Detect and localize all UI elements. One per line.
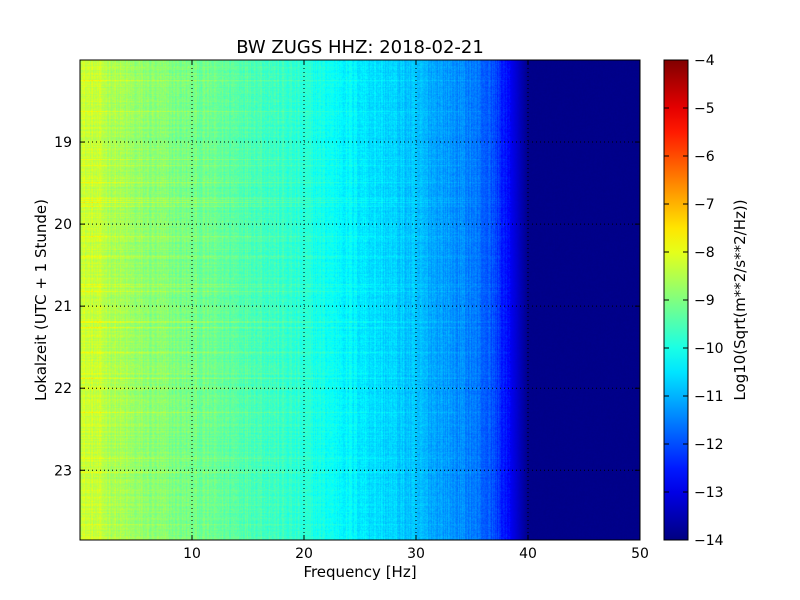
x-tick-label: 50 [631,546,649,562]
x-tick-label: 30 [407,546,425,562]
x-tick-label: 40 [519,546,537,562]
colorbar-tick-label: −11 [694,389,724,405]
colorbar-tick-label: −12 [694,437,724,453]
colorbar-tick-label: −7 [694,197,715,213]
colorbar-tick-label: −5 [694,101,715,117]
y-tick-label: 23 [54,463,72,479]
y-tick-label: 20 [54,217,72,233]
x-tick-label: 20 [295,546,313,562]
x-tick-label: 10 [183,546,201,562]
colorbar: −4 −5 −6 −7 −8 −9 −10 −11 −12 −13 −14 Log10(Sqrt(m… [663,53,749,549]
colorbar-tick-label: −9 [694,293,715,309]
colorbar-tick-label: −6 [694,149,715,165]
y-tick-label: 22 [54,381,72,397]
y-tick-label: 19 [54,135,72,151]
spectrogram-image [80,60,640,540]
plot-area: 10 20 30 40 50 19 20 21 22 23 [54,59,649,562]
plot-frame [79,59,641,541]
colorbar-tick-label: −8 [694,245,715,261]
y-tick-label: 21 [54,299,72,315]
y-axis-ticks: 19 20 21 22 23 [54,135,640,479]
colorbar-tick-label: −10 [694,341,724,357]
grid-lines [80,60,640,540]
chart-title: BW ZUGS HHZ: 2018-02-21 [236,37,484,58]
x-axis-ticks: 10 20 30 40 50 [183,60,649,562]
colorbar-tick-label: −4 [694,53,715,69]
y-axis-label: Lokalzeit (UTC + 1 Stunde) [32,199,50,401]
colorbar-ticks: −4 −5 −6 −7 −8 −9 −10 −11 −12 −13 −14 [664,53,724,549]
colorbar-tick-label: −13 [694,485,724,501]
x-axis-label: Frequency [Hz] [303,563,416,581]
colorbar-tick-label: −14 [694,533,724,549]
colorbar-label: Log10(Sqrt(m**2/s**2/Hz)) [731,199,749,400]
